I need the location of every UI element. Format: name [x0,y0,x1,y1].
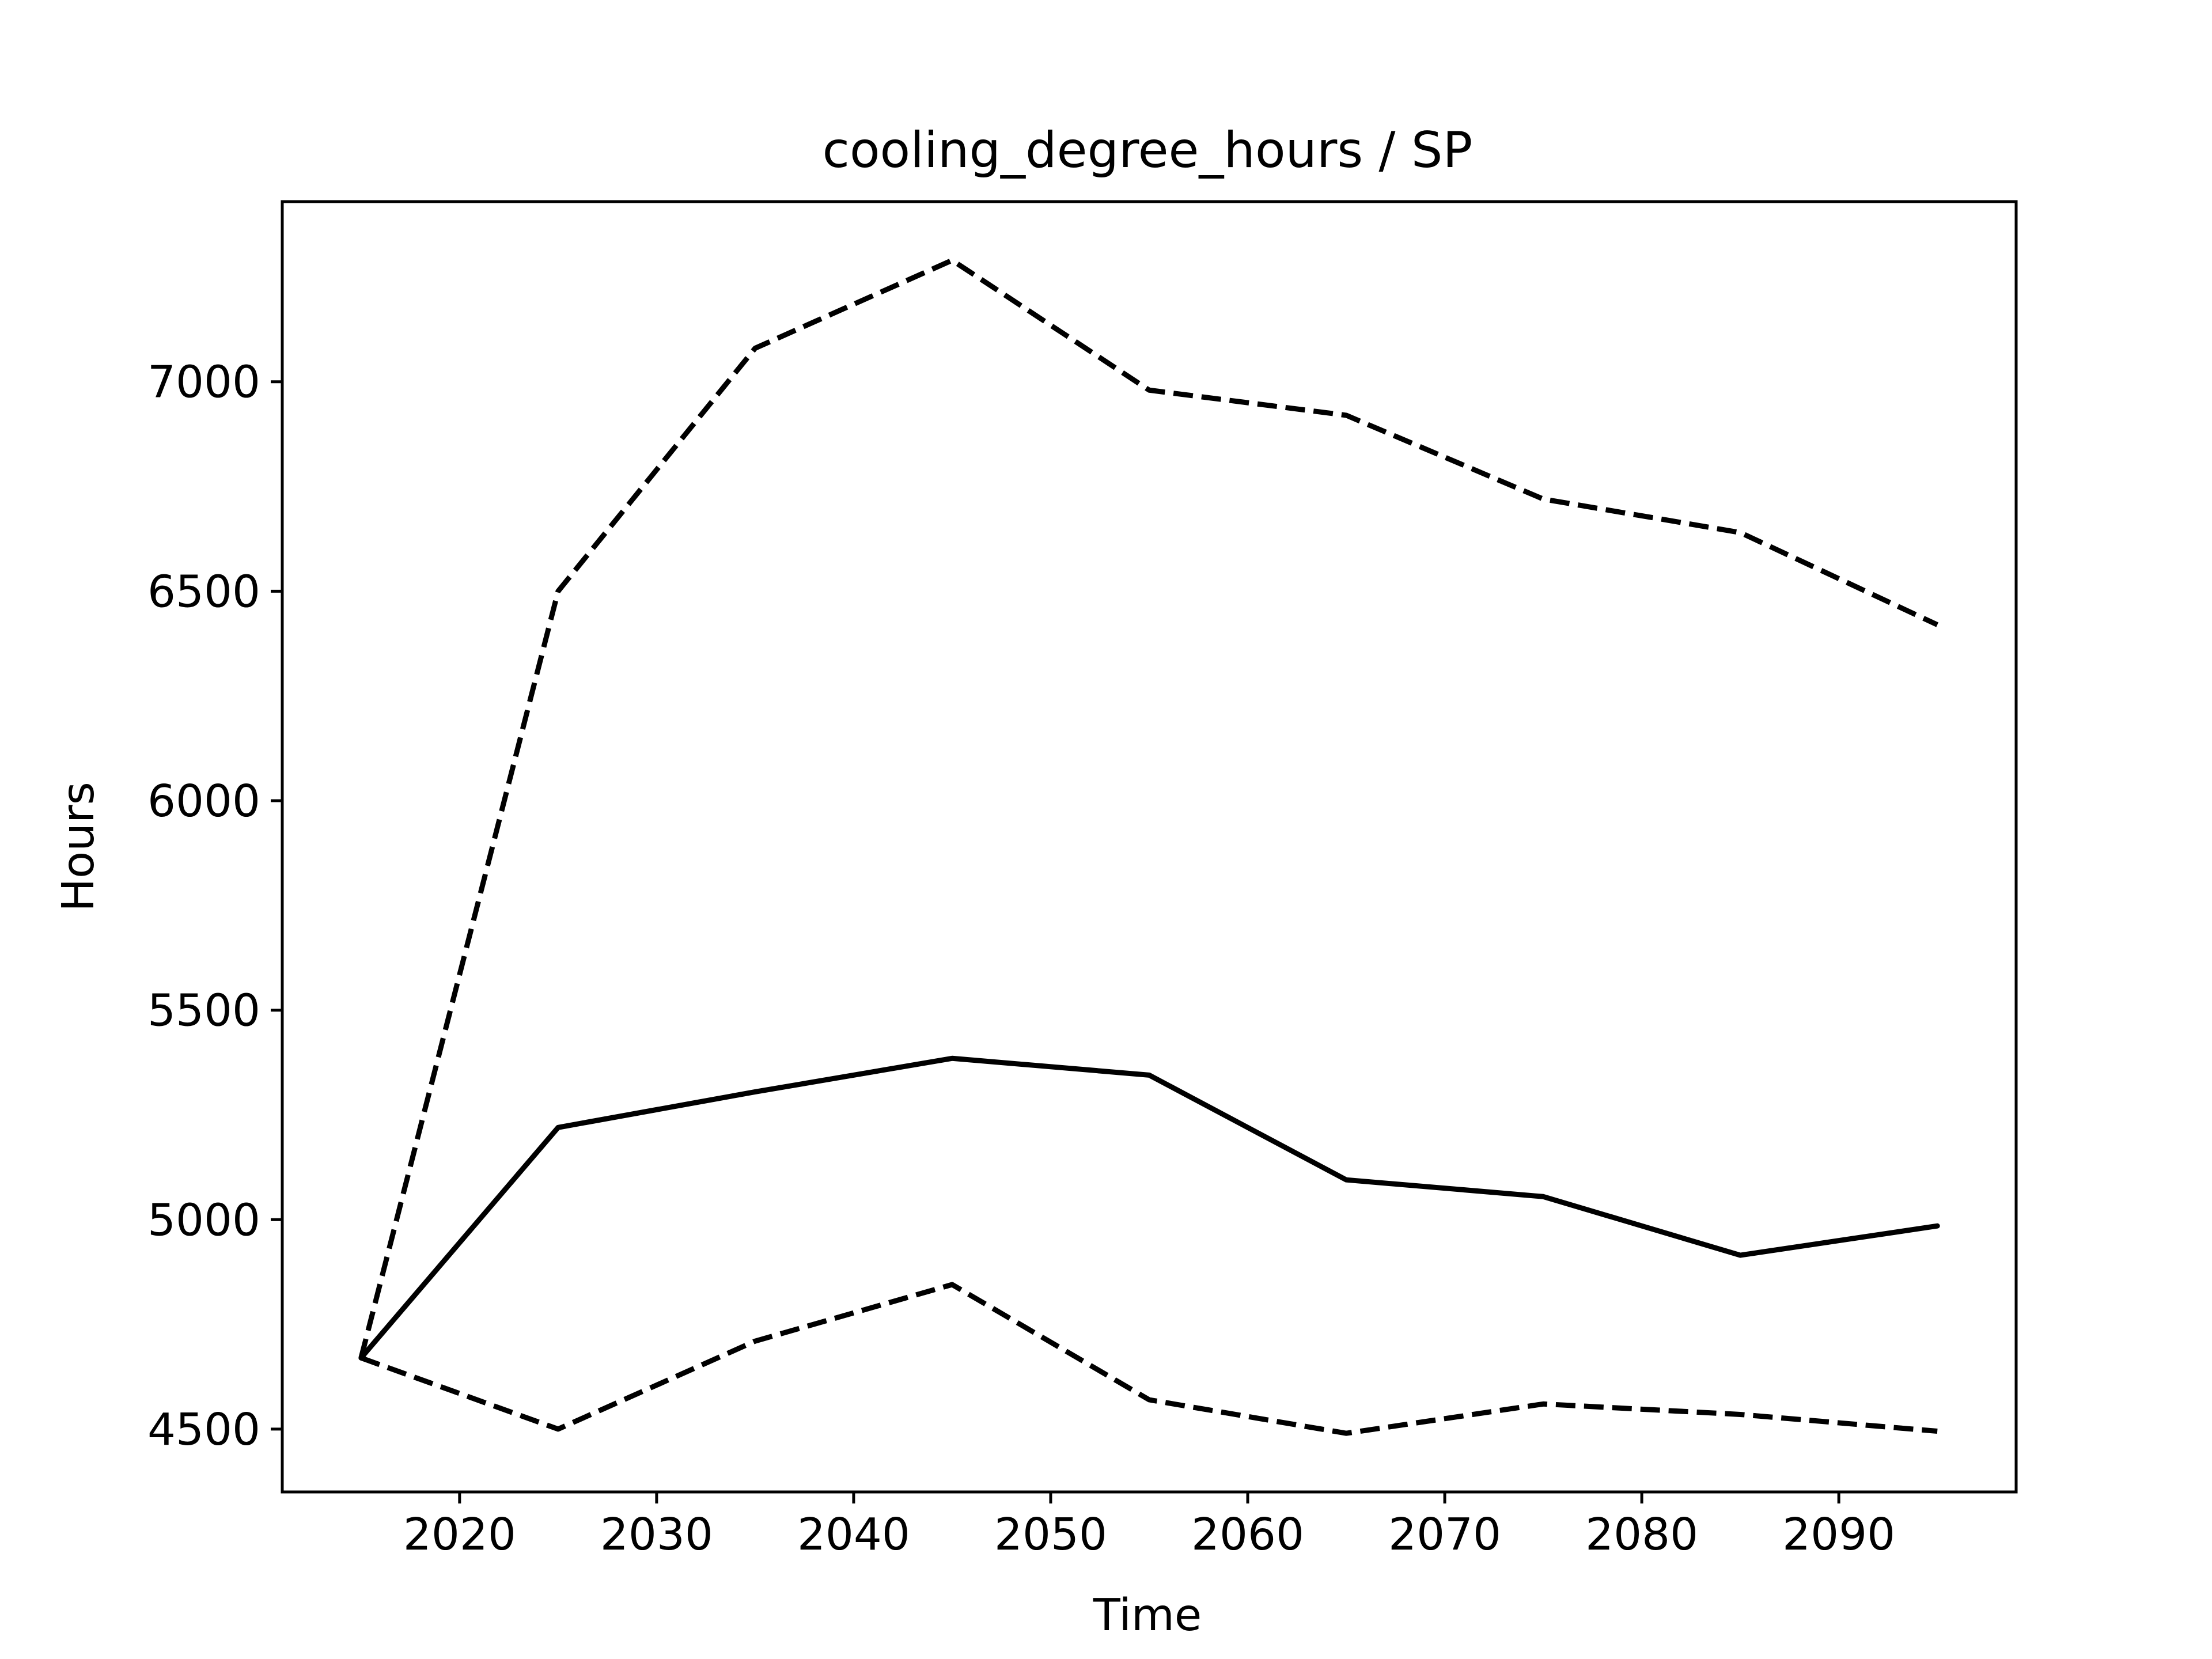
y-tick-label: 4500 [147,1404,260,1456]
x-tick-label: 2020 [403,1509,516,1560]
y-axis: 4500 5000 5500 6000 6500 7000 [147,357,282,1456]
y-tick-label: 6000 [147,776,260,827]
x-tick-label: 2060 [1191,1509,1304,1560]
x-tick-label: 2050 [994,1509,1107,1560]
y-tick-label: 6500 [147,566,260,618]
series-line-2-dashed [358,257,1939,1359]
plot-frame [281,200,2018,1494]
x-tick-label: 2030 [600,1509,713,1560]
y-tick-label: 7000 [147,357,260,408]
x-axis-label: Time [1093,1590,1202,1641]
x-tick-label: 2070 [1388,1509,1501,1560]
plot-area [358,257,1940,1436]
series-line-1-solid [358,1055,1940,1361]
series-line-3-dashed [360,1282,1938,1436]
x-tick-label: 2080 [1585,1509,1698,1560]
y-axis-label: Hours [53,782,104,912]
x-axis: 2020 2030 2040 2050 2060 2070 2080 2090 [403,1492,1895,1560]
x-tick-label: 2090 [1782,1509,1895,1560]
y-tick-label: 5000 [147,1195,260,1246]
x-tick-label: 2040 [797,1509,910,1560]
chart-title: cooling_degree_hours / SP [823,122,1473,179]
y-tick-label: 5500 [147,986,260,1037]
